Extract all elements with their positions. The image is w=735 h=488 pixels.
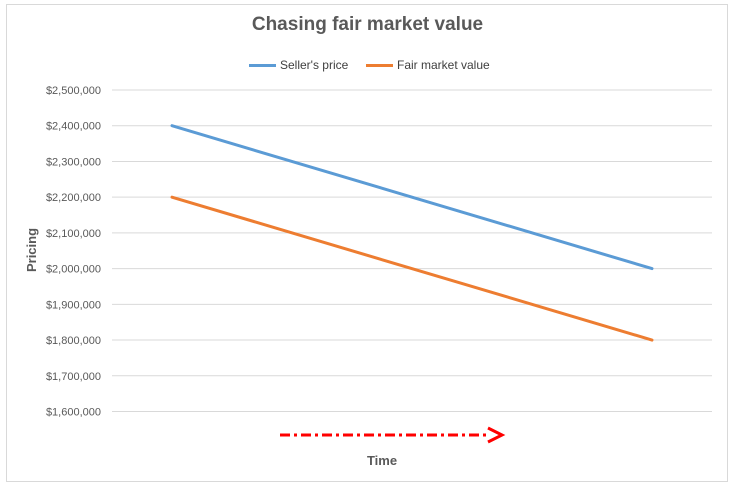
series-line-fair-market-value [170, 195, 654, 342]
y-tick-label: $1,900,000 [46, 299, 101, 311]
time-arrow-annotation [280, 426, 506, 444]
legend-label-fair-market-value: Fair market value [397, 58, 490, 72]
y-axis-title: Pricing [24, 228, 39, 272]
legend-swatch-fair-market-value [366, 63, 393, 67]
y-tick-label: $1,700,000 [46, 371, 101, 383]
chart-frame [6, 4, 728, 482]
legend-label-sellers-price: Seller's price [280, 58, 349, 72]
y-tick-label: $2,200,000 [46, 192, 101, 204]
y-tick-label: $2,400,000 [46, 121, 101, 133]
y-tick-label: $2,500,000 [46, 85, 101, 97]
gridlines [112, 89, 712, 412]
y-tick-label: $2,000,000 [46, 264, 101, 276]
legend-item-fair-market-value: Fair market value [366, 56, 490, 74]
x-axis-title: Time [367, 453, 397, 468]
y-tick-label: $2,300,000 [46, 156, 101, 168]
y-axis-tick-labels: $1,600,000 $1,700,000 $1,800,000 $1,900,000… [46, 85, 101, 419]
series-line-sellers-price [170, 124, 654, 271]
y-tick-label: $1,600,000 [46, 407, 101, 419]
chart-title: Chasing fair market value [251, 14, 484, 35]
legend-item-sellers-price: Seller's price [249, 56, 348, 74]
series-lines [170, 124, 654, 342]
legend-swatch-sellers-price [249, 63, 276, 67]
y-tick-label: $2,100,000 [46, 228, 101, 240]
legend: Seller's price Fair market value [0, 56, 735, 74]
time-arrow-head [487, 426, 506, 444]
y-tick-label: $1,800,000 [46, 335, 101, 347]
